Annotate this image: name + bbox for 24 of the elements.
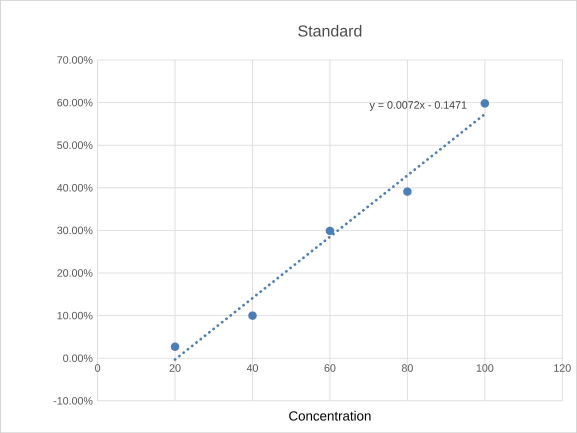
y-tick-label: 70.00% xyxy=(57,56,93,64)
point xyxy=(170,342,180,351)
x-axis-title: Concentration xyxy=(289,410,371,421)
x-tick-label: 100 xyxy=(476,364,494,372)
point xyxy=(248,311,257,320)
annotation: y = 0.0072x - 0.1471 xyxy=(370,101,466,111)
point xyxy=(403,187,412,196)
y-tick-label: 60.00% xyxy=(57,98,93,106)
x-tick-label: 60 xyxy=(324,364,336,372)
x-tick-label: 0 xyxy=(95,364,100,372)
y-tick-label: 30.00% xyxy=(57,226,93,234)
y-tick-label: 10.00% xyxy=(58,312,93,320)
y-tick-label: -10.00% xyxy=(54,396,93,405)
point xyxy=(326,226,334,235)
y-tick-label: 50.00% xyxy=(57,141,93,149)
chart-title: Standard xyxy=(298,24,362,37)
x-tick-label: 40 xyxy=(246,364,258,372)
y-tick-label: 20.00% xyxy=(57,269,93,277)
x-tick-label: 80 xyxy=(402,364,413,372)
y-tick-label: 40.00% xyxy=(57,184,93,192)
point xyxy=(480,99,490,108)
y-tick-label: 0.00% xyxy=(63,354,93,362)
x-tick-label: 120 xyxy=(554,364,571,372)
x-tick-label: 20 xyxy=(170,364,181,372)
